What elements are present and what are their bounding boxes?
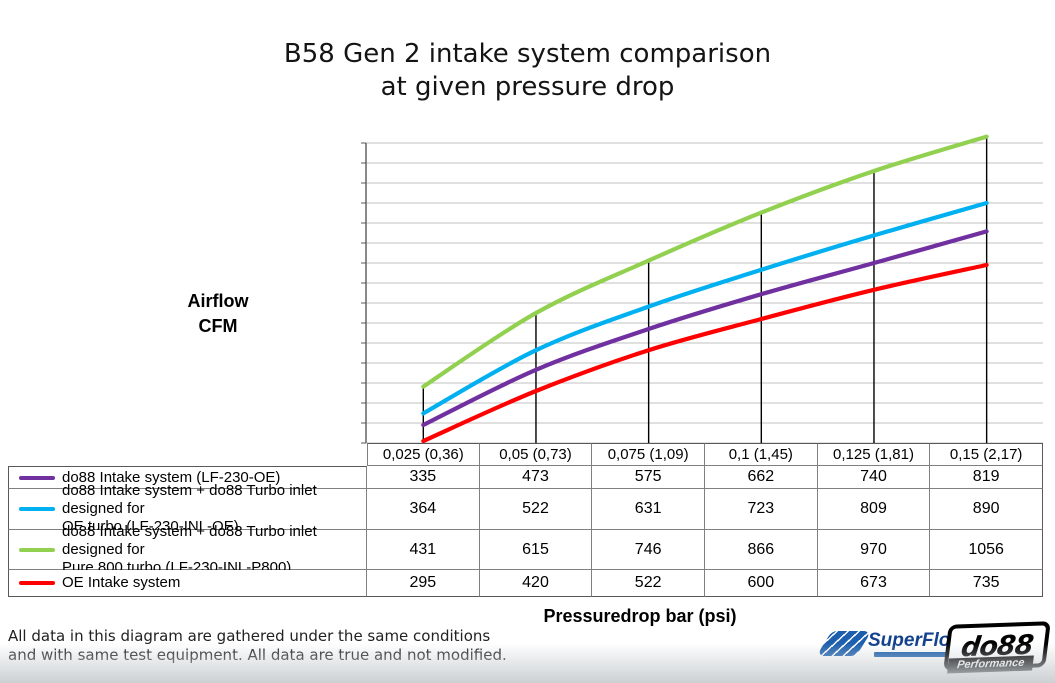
table-value: 522	[592, 570, 705, 597]
x-category-header: 0,1 (1,45)	[704, 443, 818, 466]
y-axis-label-line2: CFM	[198, 316, 238, 336]
series-line-2	[421, 134, 989, 389]
chart-title: B58 Gen 2 intake system comparison at gi…	[0, 38, 1055, 104]
table-value: 890	[930, 489, 1043, 530]
table-value: 335	[367, 466, 480, 489]
table-value: 600	[704, 570, 818, 597]
series-label: do88 Intake system (LF-230-OE)	[62, 469, 280, 487]
x-category-header: 0,05 (0,73)	[479, 443, 593, 466]
droplines	[422, 136, 988, 447]
table-value: 662	[704, 466, 818, 489]
table-value: 295	[367, 570, 480, 597]
table-value: 970	[817, 530, 931, 570]
series-color-swatch	[19, 547, 55, 552]
chart-title-line1: B58 Gen 2 intake system comparison	[283, 39, 772, 69]
table-value: 473	[479, 466, 593, 489]
table-value: 740	[817, 466, 931, 489]
legend-cell-do88-intake: do88 Intake system (LF-230-OE)	[8, 466, 367, 489]
series-line-1	[421, 200, 989, 416]
legend-cell-oe-intake: OE Intake system	[8, 570, 367, 597]
series-color-swatch	[19, 475, 55, 480]
table-value: 615	[479, 530, 593, 570]
data-table: 0,025 (0,36) 0,05 (0,73) 0,075 (1,09) 0,…	[8, 443, 1043, 597]
airflow-line-chart: 2903403904404905405906406907407908408909…	[361, 134, 1043, 447]
table-value: 420	[479, 570, 593, 597]
bottom-gradient	[0, 643, 1055, 683]
table-value: 735	[930, 570, 1043, 597]
table-value: 1056	[930, 530, 1043, 570]
y-axis-label: Airflow CFM	[158, 289, 278, 339]
table-value: 809	[817, 489, 931, 530]
footer-note-line1: All data in this diagram are gathered un…	[8, 627, 491, 645]
table-value: 575	[592, 466, 705, 489]
series-label-line: OE Intake system	[62, 574, 181, 591]
table-value: 631	[592, 489, 705, 530]
x-category-header: 0,075 (1,09)	[592, 443, 705, 466]
series-label: do88 Intake system + do88 Turbo inlet de…	[62, 523, 366, 577]
series-line-0	[421, 229, 989, 428]
series-label: OE Intake system	[62, 574, 180, 592]
table-value: 866	[704, 530, 818, 570]
legend-cell-do88-inl-p800: do88 Intake system + do88 Turbo inlet de…	[8, 523, 367, 576]
series-color-swatch	[19, 507, 55, 511]
gridlines	[361, 142, 1043, 444]
table-value: 673	[817, 570, 931, 597]
x-category-header: 0,025 (0,36)	[367, 443, 480, 466]
table-value: 819	[930, 466, 1043, 489]
table-value: 364	[367, 489, 480, 530]
series-label-line: do88 Intake system + do88 Turbo inlet de…	[62, 482, 317, 517]
legend-cell-do88-inl-oe: do88 Intake system + do88 Turbo inlet de…	[8, 482, 367, 535]
y-axis-label-line1: Airflow	[187, 291, 249, 311]
table-value: 431	[367, 530, 480, 570]
table-value: 746	[592, 530, 705, 570]
series-line-3	[421, 262, 989, 444]
x-category-header: 0,125 (1,81)	[817, 443, 931, 466]
table-value: 522	[479, 489, 593, 530]
series-color-swatch	[19, 581, 55, 585]
table-corner-empty	[8, 443, 367, 466]
chart-title-line2: at given pressure drop	[380, 72, 675, 102]
x-axis-label: Pressuredrop bar (psi)	[543, 606, 737, 626]
series-label: do88 Intake system + do88 Turbo inlet de…	[62, 482, 366, 536]
series-label-line: do88 Intake system + do88 Turbo inlet de…	[62, 522, 317, 558]
series-label-line: do88 Intake system (LF-230-OE)	[62, 468, 281, 486]
x-category-header: 0,15 (2,17)	[930, 443, 1043, 466]
table-value: 723	[704, 489, 818, 530]
